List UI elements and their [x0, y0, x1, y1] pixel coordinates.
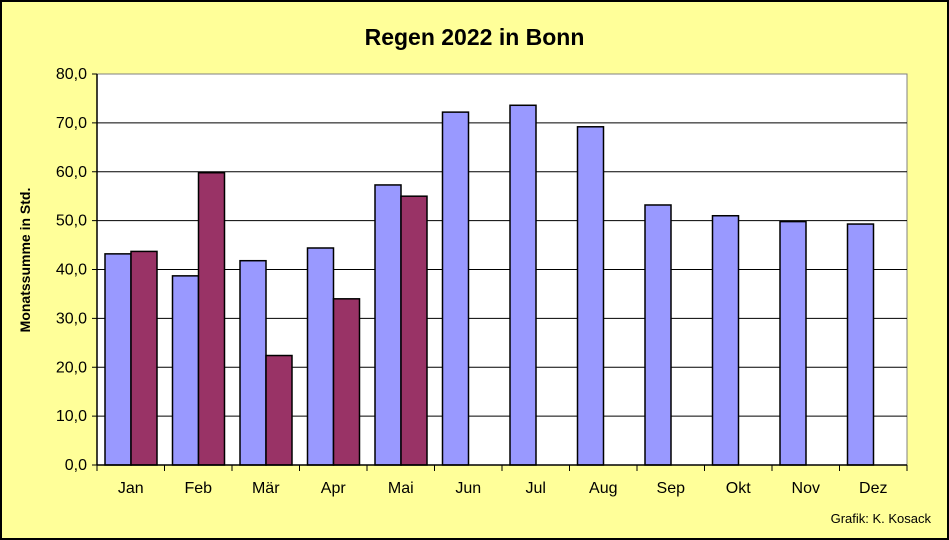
- bar: [576, 126, 605, 466]
- axes: [92, 73, 908, 471]
- bar: [239, 259, 267, 466]
- bar: [130, 250, 158, 466]
- credit-text: Grafik: K. Kosack: [830, 511, 931, 526]
- chart-title: Regen 2022 in Bonn: [364, 24, 585, 50]
- bar: [441, 111, 470, 466]
- x-tick-label: Mai: [388, 480, 414, 497]
- x-tick-label: Feb: [184, 480, 212, 497]
- gridlines: [97, 122, 907, 417]
- y-tick-label: 50,0: [56, 213, 87, 230]
- x-tick-label: Okt: [726, 480, 751, 497]
- y-tick-label: 30,0: [56, 310, 87, 327]
- x-tick-label: Apr: [321, 480, 347, 497]
- bar: [104, 253, 132, 466]
- x-tick-label: Sep: [657, 480, 686, 497]
- y-tick-label: 20,0: [56, 359, 87, 376]
- x-tick-label: Jun: [455, 480, 481, 497]
- bar: [644, 204, 672, 466]
- bar: [265, 354, 293, 466]
- bar: [779, 220, 807, 466]
- x-tick-label: Dez: [859, 480, 887, 497]
- x-tick-label: Aug: [589, 480, 617, 497]
- bar: [332, 298, 361, 466]
- bar: [306, 247, 335, 466]
- bar: [197, 171, 226, 466]
- tick-labels: 0,0 10,0 20,0 30,0 40,0 50,0 60,0 70,0 80,0 Jan Fe…: [56, 66, 888, 497]
- x-tick-label: Jan: [118, 480, 144, 497]
- y-tick-label: 40,0: [56, 262, 87, 279]
- y-axis-title: Monatssumme in Std.: [17, 188, 33, 333]
- y-tick-label: 0,0: [65, 457, 87, 474]
- y-tick-label: 10,0: [56, 408, 87, 425]
- bar: [400, 195, 428, 466]
- x-tick-label: Nov: [792, 480, 820, 497]
- x-tick-label: Mär: [252, 480, 280, 497]
- y-tick-label: 80,0: [56, 66, 87, 83]
- bar: [374, 184, 402, 466]
- y-tick-label: 60,0: [56, 164, 87, 181]
- x-tick-label: Jul: [526, 480, 546, 497]
- bar: [846, 223, 875, 466]
- bar: [509, 104, 537, 466]
- bar: [711, 214, 740, 466]
- y-tick-label: 70,0: [56, 115, 87, 132]
- bar: [171, 275, 200, 466]
